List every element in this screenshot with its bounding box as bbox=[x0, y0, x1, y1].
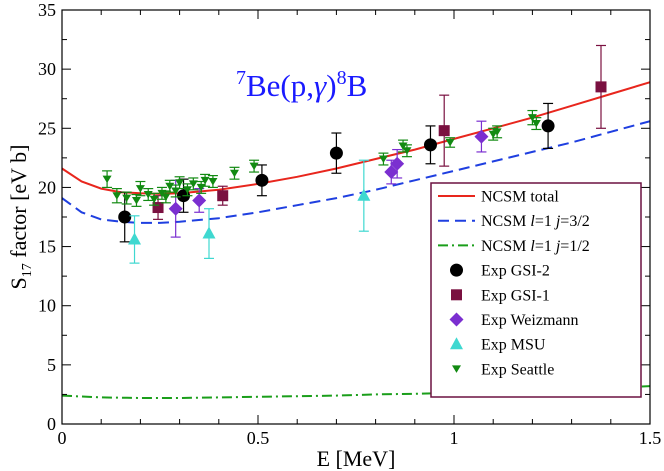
point-exp-weizmann bbox=[192, 193, 207, 208]
legend-label-part: =1/2 bbox=[560, 238, 589, 255]
legend-label-part: j bbox=[554, 238, 561, 255]
legend-label-ncsm-total: NCSM total bbox=[481, 189, 559, 206]
legend-marker-exp-weizmann bbox=[449, 312, 464, 327]
point-exp-seattle bbox=[188, 180, 198, 188]
points-layer bbox=[102, 44, 607, 264]
legend-marker-exp-gsi-2 bbox=[450, 263, 463, 277]
y-tick-label: 15 bbox=[38, 237, 56, 257]
legend-label-part: Exp MSU bbox=[481, 337, 546, 354]
title-element-a: Be(p, bbox=[246, 68, 314, 103]
legend-label-exp-weizmann: Exp Weizmann bbox=[481, 312, 579, 329]
point-exp-weizmann bbox=[390, 156, 405, 171]
point-exp-msu bbox=[128, 232, 142, 245]
point-exp-seattle bbox=[492, 128, 502, 136]
y-axis-label-main: S bbox=[6, 277, 31, 289]
point-exp-seattle bbox=[249, 162, 259, 171]
y-tick-label: 10 bbox=[38, 296, 56, 316]
y-tick-label: 20 bbox=[38, 177, 56, 197]
legend-label-exp-seattle: Exp Seattle bbox=[481, 361, 554, 378]
title-close: ) bbox=[326, 68, 336, 103]
y-axis-label-rest: factor [eV b] bbox=[6, 145, 31, 264]
point-exp-gsi-2 bbox=[423, 138, 437, 152]
point-exp-seattle bbox=[175, 179, 185, 187]
point-exp-weizmann bbox=[474, 129, 489, 144]
legend-marker-exp-msu bbox=[450, 337, 463, 350]
legend-label-part: Exp GSI-2 bbox=[481, 263, 550, 280]
legend-label-exp-gsi-1: Exp GSI-1 bbox=[481, 287, 550, 304]
point-exp-seattle bbox=[131, 196, 141, 205]
legend-label-part: Exp GSI-1 bbox=[481, 287, 550, 304]
point-exp-gsi-2 bbox=[329, 146, 343, 160]
legend-label-ncsm-l-1-j-1-2: NCSM l=1 j=1/2 bbox=[481, 238, 590, 255]
point-exp-seattle bbox=[102, 175, 112, 184]
x-tick-label: 1.5 bbox=[639, 428, 662, 448]
ticks-layer: 0 0.5 1 1.5 0 5 10 15 20 25 30 35 bbox=[38, 0, 661, 448]
legend-label-part: =3/2 bbox=[560, 213, 589, 230]
legend-label-part: Exp Weizmann bbox=[481, 312, 579, 329]
point-exp-seattle bbox=[161, 193, 171, 201]
title-element-b: B bbox=[347, 68, 368, 103]
point-exp-seattle bbox=[182, 186, 192, 194]
legend-label-exp-msu: Exp MSU bbox=[481, 337, 546, 354]
point-exp-gsi-1 bbox=[152, 202, 164, 214]
x-tick-label: 1 bbox=[450, 428, 459, 448]
y-tick-label: 35 bbox=[38, 0, 56, 20]
title-gamma: γ bbox=[314, 68, 327, 103]
x-axis-label: E [MeV] bbox=[317, 446, 396, 471]
point-exp-seattle bbox=[208, 178, 218, 186]
point-exp-weizmann bbox=[168, 201, 183, 216]
legend-label-part: NCSM bbox=[481, 213, 530, 230]
point-exp-seattle bbox=[122, 194, 132, 203]
curve-ncsm-l-1-j-3-2 bbox=[62, 120, 650, 224]
point-exp-gsi-1 bbox=[217, 190, 229, 202]
legend-box bbox=[430, 182, 642, 398]
point-exp-seattle bbox=[200, 176, 210, 185]
point-exp-seattle bbox=[445, 138, 455, 147]
point-exp-seattle bbox=[135, 185, 145, 193]
point-exp-gsi-1 bbox=[438, 125, 450, 137]
legend-label-part: NCSM total bbox=[481, 189, 559, 206]
y-axis-label-sub: 17 bbox=[20, 263, 35, 277]
point-exp-gsi-2 bbox=[541, 119, 555, 133]
y-tick-label: 30 bbox=[38, 59, 56, 79]
title-mass-b: 8 bbox=[337, 67, 347, 89]
y-axis-label: S17 factor [eV b] bbox=[6, 145, 35, 290]
y-tick-label: 5 bbox=[47, 355, 56, 375]
point-exp-seattle bbox=[112, 192, 122, 200]
point-exp-weizmann bbox=[384, 165, 399, 180]
point-exp-seattle bbox=[149, 195, 159, 204]
legend-marker-exp-gsi-1 bbox=[451, 289, 462, 301]
title-mass-a: 7 bbox=[236, 67, 246, 89]
point-exp-gsi-2 bbox=[255, 173, 269, 187]
y-tick-label: 25 bbox=[38, 118, 56, 138]
legend-label-part: =1 bbox=[535, 213, 556, 230]
chart-title: 7Be(p,γ)8B bbox=[236, 67, 367, 103]
legend-label-ncsm-l-1-j-3-2: NCSM l=1 j=3/2 bbox=[481, 213, 590, 230]
point-exp-seattle bbox=[531, 120, 541, 128]
legend-label-exp-gsi-2: Exp GSI-2 bbox=[481, 263, 550, 280]
point-exp-seattle bbox=[378, 155, 388, 164]
legend-label-part: j bbox=[554, 213, 561, 230]
curve-ncsm-l-1-j-1-2 bbox=[62, 385, 650, 399]
y-tick-label: 0 bbox=[47, 414, 56, 434]
legend-label-part: l bbox=[530, 238, 535, 255]
point-exp-seattle bbox=[229, 169, 239, 178]
x-tick-label: 0.5 bbox=[247, 428, 270, 448]
point-exp-seattle bbox=[171, 187, 181, 195]
legend-marker-exp-seattle bbox=[452, 365, 461, 373]
point-exp-seattle bbox=[402, 147, 412, 155]
point-exp-gsi-1 bbox=[595, 81, 607, 93]
legend-label-part: Exp Seattle bbox=[481, 361, 554, 378]
legend-label-part: NCSM bbox=[481, 238, 530, 255]
legend-label-part: l bbox=[530, 213, 535, 230]
point-exp-msu bbox=[357, 188, 371, 201]
legend-label-part: =1 bbox=[535, 238, 556, 255]
point-exp-msu bbox=[202, 226, 216, 239]
point-exp-gsi-2 bbox=[118, 210, 132, 224]
x-tick-label: 0 bbox=[58, 428, 67, 448]
